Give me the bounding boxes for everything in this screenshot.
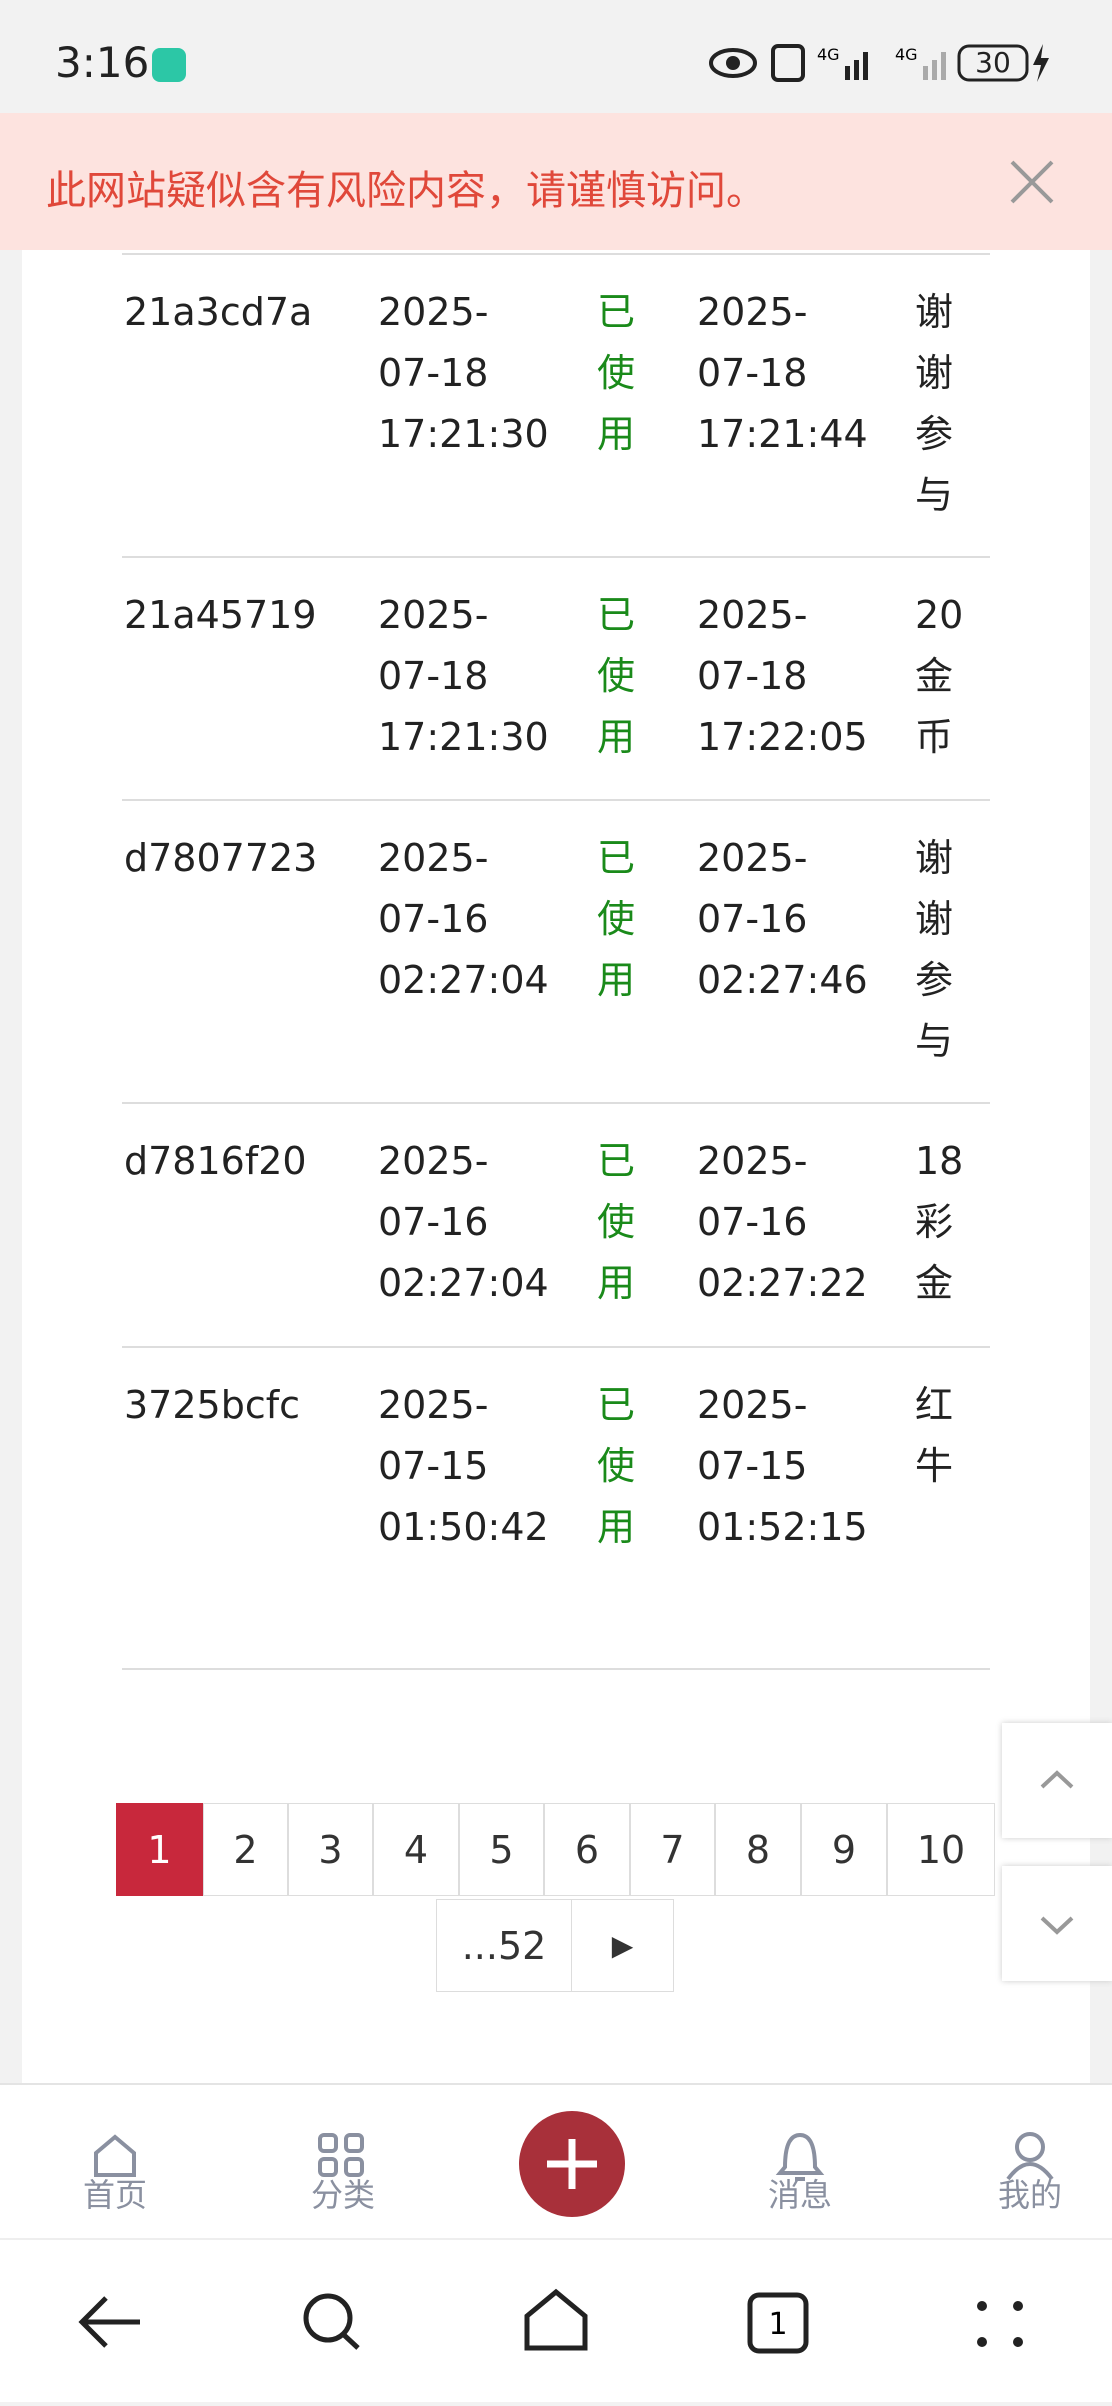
content-card [22, 250, 1090, 2083]
row-divider [122, 1346, 990, 1348]
issued-time: 2025- 07-16 02:27:04 [378, 1139, 549, 1305]
page-button[interactable]: 4 [373, 1803, 459, 1896]
nav-label[interactable]: 首页 [82, 2176, 147, 2214]
bottom-nav [0, 2083, 1112, 2240]
svg-text:4G: 4G [895, 45, 918, 64]
svg-text:4G: 4G [817, 45, 840, 64]
row-divider [122, 1102, 990, 1104]
issued-time: 2025- 07-18 17:21:30 [378, 593, 549, 759]
svg-text:1: 1 [768, 2307, 787, 2342]
prize: 18彩金 [915, 1139, 964, 1305]
nav-label[interactable]: 消息 [767, 2176, 832, 2214]
page-button[interactable]: 2 [203, 1803, 288, 1896]
row-divider [122, 556, 990, 558]
battery-level: 30 [975, 46, 1011, 79]
page-button[interactable]: ...52 [436, 1899, 572, 1992]
used-time: 2025- 07-18 17:21:44 [697, 290, 868, 456]
banner-text: 此网站疑似含有风险内容，请谨慎访问。 [46, 168, 766, 214]
code: d7807723 [124, 836, 318, 880]
risk-banner: 此网站疑似含有风险内容，请谨慎访问。 [0, 113, 1112, 250]
prize: 谢谢参与 [915, 836, 954, 1063]
close-button[interactable] [1008, 158, 1056, 206]
status: 已使用 [597, 1383, 636, 1549]
scroll-down[interactable] [1002, 1866, 1112, 1981]
page-button[interactable]: 7 [630, 1803, 715, 1896]
clock: 3:16 [55, 38, 150, 87]
page-button[interactable]: 10 [887, 1803, 995, 1896]
page-button[interactable]: 3 [288, 1803, 373, 1896]
system-nav-icons: 1 [78, 2288, 1023, 2354]
app-icon [152, 48, 186, 82]
used-time: 2025- 07-15 01:52:15 [697, 1383, 868, 1549]
status: 已使用 [597, 290, 636, 456]
page-button[interactable]: 9 [801, 1803, 887, 1896]
status-bar: 3:16 4G 4G 30 [0, 0, 1112, 113]
page-button[interactable]: 6 [544, 1803, 630, 1896]
issued-time: 2025- 07-16 02:27:04 [378, 836, 549, 1002]
scroll-up[interactable] [1002, 1723, 1112, 1838]
prize: 谢谢参与 [915, 290, 954, 517]
page-button[interactable]: 8 [715, 1803, 801, 1896]
issued-time: 2025- 07-18 17:21:30 [378, 290, 549, 456]
system-nav: 1 [0, 2238, 1112, 2402]
code: 3725bcfc [124, 1383, 300, 1427]
prize: 红牛 [915, 1383, 954, 1488]
next-button[interactable]: ▶ [571, 1899, 674, 1992]
page-button[interactable]: 5 [459, 1803, 544, 1896]
code: 21a45719 [124, 593, 317, 637]
status-icons: 4G 4G [709, 44, 1049, 82]
page-button[interactable]: 1 [116, 1803, 203, 1896]
used-time: 2025- 07-16 02:27:22 [697, 1139, 868, 1305]
code: d7816f20 [124, 1139, 307, 1183]
row-divider [122, 253, 990, 255]
status: 已使用 [597, 836, 636, 1002]
status: 已使用 [597, 1139, 636, 1305]
issued-time: 2025- 07-15 01:50:42 [378, 1383, 549, 1549]
used-time: 2025- 07-18 17:22:05 [697, 593, 868, 759]
prize: 20金币 [915, 593, 964, 759]
used-time: 2025- 07-16 02:27:46 [697, 836, 868, 1002]
nav-icons [94, 2111, 1054, 2217]
status: 已使用 [597, 593, 636, 759]
row-divider [122, 1668, 990, 1670]
row-divider [122, 799, 990, 801]
nav-label[interactable]: 分类 [310, 2176, 375, 2214]
code: 21a3cd7a [124, 290, 313, 334]
nav-label[interactable]: 我的 [997, 2176, 1062, 2214]
